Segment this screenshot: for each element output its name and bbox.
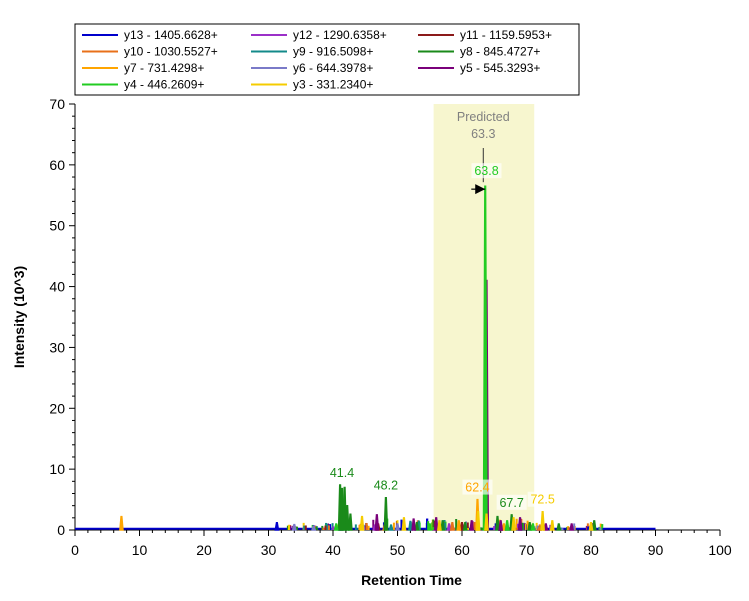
- x-tick-label: 60: [454, 542, 470, 558]
- x-axis-title: Retention Time: [361, 572, 462, 588]
- peak-y4: [427, 523, 433, 531]
- peak-label-bg: [327, 464, 358, 480]
- peak-y3: [359, 515, 365, 531]
- peak-label: 63.8: [474, 164, 498, 178]
- axes-layer: 0 10 20 30 40 50 60 70 0 10 20 30 40 50 60 70 80 90 100 Ret…: [11, 96, 732, 588]
- y-tick-label: 10: [49, 461, 65, 477]
- peak-y10: [536, 526, 543, 531]
- x-tick-label: 30: [261, 542, 277, 558]
- y-tick-label: 40: [49, 279, 65, 295]
- legend-layer: y13 - 1405.6628+ y12 - 1290.6358+ y11 - 11…: [74, 23, 580, 96]
- peak-y5: [517, 517, 523, 531]
- legend-entry: y13 - 1405.6628+: [124, 28, 218, 42]
- peak-y5: [411, 518, 417, 531]
- peak-y3: [475, 511, 481, 531]
- peak-y3: [549, 520, 555, 531]
- x-tick-label: 10: [132, 542, 148, 558]
- peak-y4: [504, 520, 510, 531]
- peak-y5: [374, 514, 380, 531]
- legend-entry: y9 - 916.5098+: [293, 45, 373, 59]
- peak-y8: [344, 504, 350, 531]
- legend-entry: y6 - 644.3978+: [293, 61, 373, 75]
- peak-label: 48.2: [374, 479, 398, 493]
- peak-y8: [348, 513, 353, 531]
- peak-y7: [119, 515, 124, 531]
- peak-label-bg: [370, 477, 401, 493]
- x-tick-label: 0: [71, 542, 79, 558]
- peak-y8: [440, 520, 446, 531]
- peak-y7: [501, 523, 507, 531]
- y-tick-label: 20: [49, 400, 65, 416]
- peak-label: 41.4: [330, 466, 354, 480]
- predicted-value: 63.3: [471, 127, 495, 141]
- peak-y13: [274, 521, 280, 531]
- peak-y3: [511, 517, 516, 531]
- peak-y4: [333, 523, 339, 531]
- peak-y8: [462, 521, 468, 531]
- y-axis-title: Intensity (10^3): [11, 266, 27, 368]
- y-tick-label: 70: [49, 96, 65, 112]
- peak-y5: [569, 523, 575, 531]
- predicted-label: Predicted: [457, 110, 510, 124]
- peak-label-bg: [462, 479, 493, 495]
- peak-y3: [588, 521, 594, 531]
- x-tick-label: 40: [325, 542, 341, 558]
- peak-y5: [543, 523, 549, 531]
- x-tick-label: 50: [390, 542, 406, 558]
- peak-label: 62.4: [465, 481, 489, 495]
- peak-y4: [530, 523, 536, 531]
- annotation-layer: Predicted 63.3 41.4 48.2 63.8 62.4 67.7 72.5: [327, 110, 558, 510]
- x-tick-label: 20: [196, 542, 212, 558]
- peak-y8: [591, 520, 597, 531]
- peak-y8: [495, 515, 500, 531]
- legend-entry: y12 - 1290.6358+: [293, 28, 387, 42]
- peak-y6: [311, 525, 317, 531]
- peak-label: 72.5: [530, 493, 554, 507]
- x-tick-label: 100: [708, 542, 732, 558]
- peak-y8: [527, 521, 533, 531]
- peak-y10: [449, 521, 455, 531]
- legend-entry: y10 - 1030.5527+: [124, 45, 218, 59]
- peak-label-bg: [471, 163, 502, 179]
- peak-y12: [446, 523, 452, 531]
- peak-y3: [540, 511, 545, 531]
- legend-entry: y5 - 545.3293+: [460, 61, 540, 75]
- legend-box: [74, 23, 580, 96]
- peak-y3: [437, 520, 442, 531]
- peak-y3: [484, 513, 489, 531]
- peak-y8: [556, 523, 562, 531]
- peak-label: 67.7: [499, 496, 523, 510]
- peak-label-bg: [527, 491, 558, 507]
- predicted-arrow-head: [475, 184, 486, 195]
- peak-y9: [388, 524, 394, 531]
- peak-y6: [395, 523, 400, 531]
- peak-y5: [433, 517, 439, 531]
- x-tick-label: 90: [648, 542, 664, 558]
- peak-y4: [482, 185, 488, 531]
- peak-y3: [401, 517, 407, 531]
- legend-entry: y7 - 731.4298+: [124, 61, 204, 75]
- baseline-noise-layer: [75, 518, 656, 530]
- x-tick-label: 70: [519, 542, 535, 558]
- legend-entry: y4 - 446.2609+: [124, 78, 204, 92]
- y-tick-label: 50: [49, 218, 65, 234]
- legend-entry: y3 - 331.2340+: [293, 78, 373, 92]
- peak-y5: [469, 520, 475, 531]
- peak-y7: [456, 520, 462, 531]
- y-tick-label: 0: [57, 522, 65, 538]
- peak-label-bg: [496, 494, 527, 510]
- legend-entry: y11 - 1159.5953+: [460, 28, 552, 42]
- y-tick-label: 60: [49, 157, 65, 173]
- peak-y8: [383, 497, 389, 531]
- peak-y6: [291, 523, 297, 531]
- x-tick-label: 80: [583, 542, 599, 558]
- legend-entry: y8 - 845.4727+: [460, 45, 540, 59]
- y-tick-label: 30: [49, 339, 65, 355]
- peak-y5: [498, 520, 504, 531]
- peak-y8: [414, 521, 420, 531]
- peak-y9: [407, 520, 413, 531]
- peak-y11: [459, 521, 465, 531]
